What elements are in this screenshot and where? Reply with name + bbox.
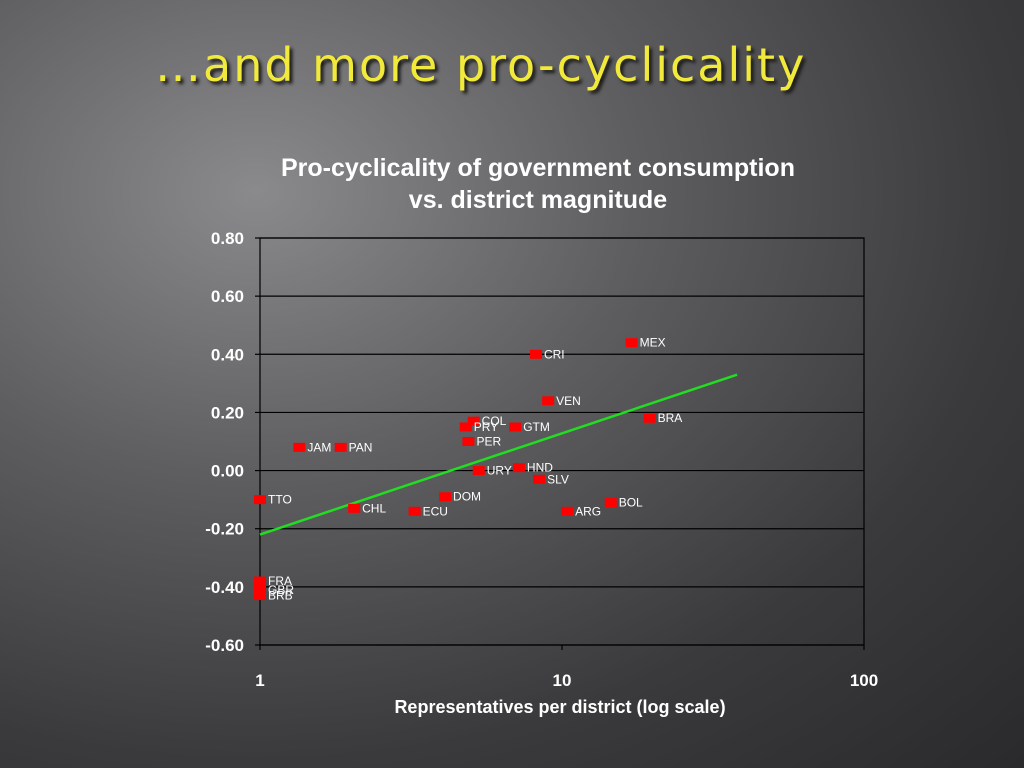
trend-line bbox=[259, 373, 738, 536]
data-point-bra bbox=[643, 413, 656, 423]
data-point-gtm bbox=[509, 422, 522, 432]
data-point-ecu bbox=[408, 506, 421, 516]
data-point-label-gbr: GBR bbox=[268, 583, 294, 597]
data-point-label-mex: MEX bbox=[640, 336, 666, 350]
data-point-ury bbox=[472, 466, 485, 476]
data-point-jam bbox=[293, 442, 306, 452]
data-point-arg bbox=[561, 506, 574, 516]
data-point-label-bra: BRA bbox=[658, 411, 683, 425]
data-point-pan bbox=[334, 442, 347, 452]
data-point-label-chl: CHL bbox=[362, 501, 386, 515]
data-point-label-per: PER bbox=[476, 435, 501, 449]
y-tick-label: 0.40 bbox=[211, 345, 244, 364]
data-point-label-arg: ARG bbox=[575, 504, 601, 518]
data-point-label-jam: JAM bbox=[307, 440, 331, 454]
data-point-slv bbox=[533, 474, 546, 484]
data-point-label-slv: SLV bbox=[547, 472, 569, 486]
chart-title-line-2: vs. district magnitude bbox=[408, 186, 668, 214]
slide-title: …and more pro-cyclicality bbox=[155, 38, 807, 92]
data-point-label-ven: VEN bbox=[556, 394, 581, 408]
y-tick-label: -0.40 bbox=[205, 578, 244, 597]
data-point-label-fra: FRA bbox=[268, 574, 292, 588]
data-point-label-dom: DOM bbox=[453, 490, 481, 504]
data-point-chl bbox=[348, 503, 361, 513]
data-point-col bbox=[467, 416, 480, 426]
data-point-brb bbox=[254, 591, 266, 601]
trend-line-group bbox=[259, 373, 738, 536]
data-point-per bbox=[462, 437, 475, 446]
x-axis-ticks: 1 10 100 bbox=[255, 645, 878, 690]
x-axis-label: Representatives per district (log scale) bbox=[394, 697, 726, 717]
data-point-label-tto: TTO bbox=[268, 493, 292, 507]
data-point-ven bbox=[542, 396, 555, 406]
data-point-label-gtm: GTM bbox=[523, 420, 550, 434]
data-point-label-brb: BRB bbox=[268, 589, 293, 603]
y-tick-label: 0.00 bbox=[211, 462, 244, 481]
data-point-label-hnd: HND bbox=[527, 461, 553, 475]
y-axis-ticks: 0.80 0.60 0.40 0.20 0.00 -0.20 -0.40 -0.60 bbox=[205, 229, 260, 655]
data-point-label-pry: PRY bbox=[474, 420, 498, 434]
data-point-mex bbox=[625, 338, 638, 348]
data-point-label-ecu: ECU bbox=[423, 504, 448, 518]
y-tick-label: -0.60 bbox=[205, 636, 244, 655]
data-point-dom bbox=[439, 492, 452, 502]
data-point-label-pan: PAN bbox=[349, 440, 373, 454]
x-tick-label: 100 bbox=[850, 671, 878, 690]
data-point-label-bol: BOL bbox=[619, 496, 643, 510]
data-point-label-ury: URY bbox=[487, 464, 512, 478]
data-point-bol bbox=[604, 498, 617, 508]
x-tick-label: 1 bbox=[255, 671, 264, 690]
y-tick-label: -0.20 bbox=[205, 520, 244, 539]
chart-title-line-1: Pro-cyclicality of government consumptio… bbox=[281, 154, 795, 182]
x-tick-label: 10 bbox=[553, 671, 572, 690]
data-point-label-col: COL bbox=[482, 414, 507, 428]
chart-title: Pro-cyclicality of government consumptio… bbox=[200, 152, 876, 216]
data-point-cri bbox=[529, 349, 542, 359]
y-tick-label: 0.60 bbox=[211, 287, 244, 306]
y-tick-label: 0.80 bbox=[211, 229, 244, 248]
data-point-pry bbox=[459, 422, 472, 432]
y-tick-label: 0.20 bbox=[211, 403, 244, 422]
data-point-tto bbox=[254, 495, 266, 505]
data-point-hnd bbox=[512, 463, 525, 473]
data-point-label-cri: CRI bbox=[544, 347, 565, 361]
data-point-fra bbox=[254, 576, 266, 586]
data-point-gbr bbox=[254, 585, 266, 595]
